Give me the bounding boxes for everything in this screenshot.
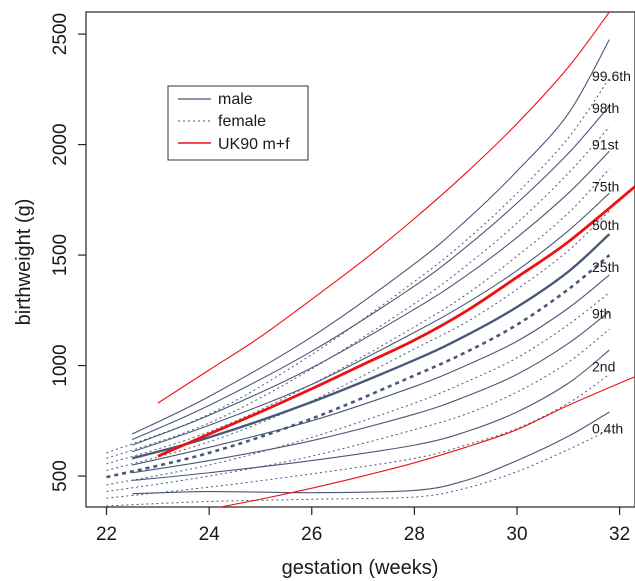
female-0-4th-line <box>106 429 610 507</box>
percentile-label: 2nd <box>592 359 615 375</box>
x-tick-label: 30 <box>506 524 527 545</box>
y-tick-label: 500 <box>50 460 71 492</box>
male-0-4th-line <box>132 411 610 495</box>
y-tick-label: 1500 <box>50 234 71 276</box>
male-2nd-line <box>132 349 610 482</box>
legend-box <box>167 85 309 161</box>
percentile-label: 0.4th <box>592 421 623 437</box>
male-91st-line <box>131 150 610 446</box>
x-tick-label: 22 <box>96 524 117 545</box>
legend-label-uk90: UK90 m+f <box>218 136 290 153</box>
uk90-upper-line <box>157 12 610 404</box>
female-91st-line <box>106 168 610 465</box>
x-tick-label: 24 <box>199 524 221 545</box>
male-99-6th-line <box>131 39 610 435</box>
x-axis-title: gestation (weeks) <box>282 557 439 579</box>
female-98th-line <box>106 126 610 459</box>
uk90-lower-line <box>217 376 635 507</box>
x-tick-label: 28 <box>404 524 425 545</box>
y-tick-label: 1000 <box>50 344 71 386</box>
legend: male female UK90 m+f <box>167 85 309 161</box>
y-tick-label: 2500 <box>50 13 71 55</box>
percentile-label: 9th <box>592 306 611 322</box>
male-98th-line <box>131 105 610 441</box>
female-50th-line <box>106 254 611 479</box>
male-50th-line <box>131 233 611 460</box>
legend-label-female: female <box>218 113 266 130</box>
male-9th-line <box>132 310 610 474</box>
x-tick-label: 32 <box>609 524 630 545</box>
x-tick-label: 26 <box>301 524 322 545</box>
y-axis-title: birthweight (g) <box>13 199 35 326</box>
percentile-label: 99.6th <box>592 68 631 84</box>
female-2nd-line <box>106 374 610 499</box>
percentile-label: 25th <box>592 259 619 275</box>
legend-label-male: male <box>218 91 253 108</box>
percentile-label: 98th <box>592 100 619 116</box>
male-25th-line <box>132 274 610 466</box>
percentile-label: 91st <box>592 137 619 153</box>
female-25th-line <box>106 292 610 486</box>
male-75th-line <box>132 192 610 453</box>
female-75th-line <box>106 210 610 472</box>
plot-frame <box>85 11 635 508</box>
percentile-label: 75th <box>592 179 619 195</box>
uk90-50th-line <box>157 185 635 458</box>
y-tick-label: 2000 <box>50 123 71 165</box>
percentile-label: 50th <box>592 217 619 233</box>
